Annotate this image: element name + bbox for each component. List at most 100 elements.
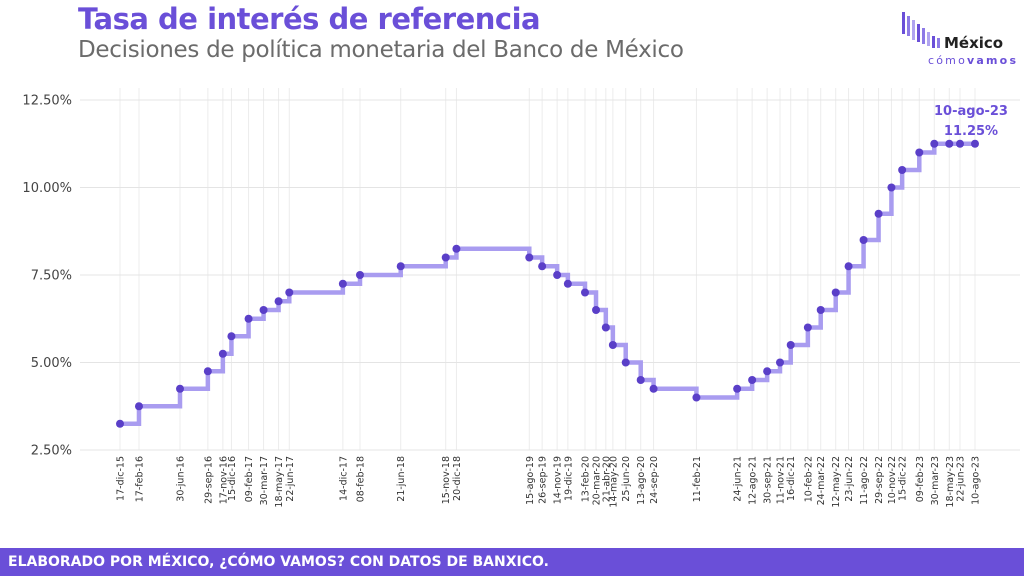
x-tick-label: 11-nov-21	[776, 456, 787, 504]
data-point	[581, 288, 589, 297]
data-point	[844, 262, 853, 271]
x-tick-label: 08-feb-18	[356, 456, 367, 502]
y-tick-label: 5.00%	[31, 356, 72, 371]
x-tick-label: 15-ago-19	[525, 456, 536, 505]
x-tick-label: 09-feb-17	[244, 456, 255, 502]
data-point	[621, 358, 630, 367]
logo-sub-light: cómo	[928, 54, 968, 67]
data-point	[915, 148, 924, 157]
x-tick-label: 10-nov-22	[887, 456, 898, 504]
data-point	[733, 384, 742, 393]
x-tick-label: 18-may-17	[274, 456, 285, 508]
data-point	[218, 349, 227, 358]
data-point	[649, 384, 658, 393]
logo-sub-bold: vamos	[967, 54, 1019, 67]
x-tick-label: 10-ago-23	[971, 456, 982, 505]
x-tick-label: 25-jun-20	[621, 456, 632, 502]
y-tick-label: 10.00%	[22, 181, 72, 196]
logo-sub: cómovamos	[928, 54, 1018, 67]
mexico-como-vamos-logo: México cómovamos	[900, 8, 1020, 68]
x-tick-label: 21-abr-20	[601, 456, 612, 502]
data-point	[859, 236, 868, 244]
data-point	[898, 166, 907, 174]
data-point	[831, 288, 840, 297]
x-tick-label: 22-jun-17	[285, 456, 296, 502]
data-point	[134, 402, 143, 411]
logo-word: México	[944, 34, 1004, 52]
annotation-date: 10-ago-23	[934, 104, 1008, 119]
x-tick-label: 29-sep-22	[874, 456, 885, 504]
annotation-value: 11.25%	[944, 124, 998, 139]
x-tick-label: 14-may-20	[608, 456, 619, 508]
data-point	[452, 244, 461, 253]
data-point	[227, 332, 236, 341]
data-point	[553, 271, 562, 279]
data-point	[274, 297, 283, 306]
x-tick-label: 13-feb-20	[581, 456, 592, 502]
data-point	[971, 139, 979, 148]
x-tick-label: 26-sep-19	[538, 456, 549, 504]
chart-title: Tasa de interés de referencia	[78, 2, 541, 36]
x-tick-label: 20-dic-18	[452, 456, 463, 501]
data-point	[203, 367, 212, 376]
chart-subtitle: Decisiones de política monetaria del Ban…	[78, 37, 684, 63]
data-point	[396, 262, 405, 271]
x-tick-label: 19-dic-19	[563, 456, 574, 501]
data-point	[601, 323, 610, 332]
x-tick-label: 30-mar-23	[930, 456, 941, 505]
y-tick-label: 12.50%	[22, 94, 72, 109]
x-tick-label: 12-may-22	[831, 456, 842, 508]
x-tick-label: 13-ago-20	[636, 456, 647, 505]
data-point	[956, 139, 964, 148]
x-tick-label: 24-mar-22	[816, 456, 827, 505]
x-tick-label: 23-jun-22	[844, 456, 855, 502]
data-point	[116, 419, 124, 428]
x-tick-label: 15-nov-18	[441, 456, 452, 504]
logo-bars-icon	[902, 12, 940, 48]
data-point	[887, 183, 896, 192]
x-tick-label: 12-ago-21	[748, 456, 759, 505]
x-tick-label: 30-jun-16	[176, 456, 187, 502]
x-tick-label: 20-mar-20	[592, 456, 603, 505]
x-tick-label: 24-jun-21	[733, 456, 744, 502]
x-tick-label: 17-dic-15	[116, 456, 127, 501]
x-tick-label: 11-ago-22	[859, 456, 870, 505]
data-point	[763, 367, 772, 376]
x-tick-label: 15-dic-22	[898, 456, 909, 501]
data-point	[244, 314, 253, 323]
x-tick-label: 24-sep-20	[649, 456, 660, 504]
x-tick-label: 14-dic-17	[338, 456, 349, 501]
x-tick-label: 11-feb-21	[692, 456, 703, 502]
data-point	[816, 306, 825, 314]
data-point	[874, 209, 883, 218]
x-tick-label: 17-feb-16	[134, 456, 145, 502]
data-point	[803, 323, 812, 332]
x-tick-label: 17-nov-16	[218, 456, 229, 504]
y-tick-label: 2.50%	[31, 444, 72, 459]
x-tick-label: 30-sep-21	[763, 456, 774, 504]
y-tick-label: 7.50%	[31, 269, 72, 284]
data-point	[636, 376, 645, 384]
data-point	[285, 288, 294, 297]
rate-step-chart: 2.50% 5.00% 7.50% 10.00% 12.50% 17-dic-15 17-f…	[22, 88, 1020, 508]
data-point	[176, 384, 184, 393]
data-point	[592, 306, 601, 314]
data-point	[259, 306, 268, 314]
data-point	[338, 279, 347, 288]
x-tick-label: 14-nov-19	[553, 456, 564, 504]
data-point	[538, 262, 547, 271]
data-point	[563, 279, 572, 288]
data-point	[776, 358, 784, 367]
x-tick-label: 15-dic-16	[227, 456, 238, 501]
data-point	[525, 253, 534, 262]
x-tick-label: 09-feb-23	[915, 456, 926, 502]
x-tick-label: 18-may-23	[945, 456, 956, 508]
footer-bar: ELABORADO POR MÉXICO, ¿CÓMO VAMOS? CON D…	[0, 548, 1024, 576]
x-tick-label: 10-feb-22	[803, 456, 814, 502]
data-point	[786, 341, 795, 349]
data-point	[441, 253, 450, 262]
data-point	[692, 393, 701, 402]
data-point	[945, 139, 954, 148]
x-tick-label: 22-jun-23	[956, 456, 967, 502]
